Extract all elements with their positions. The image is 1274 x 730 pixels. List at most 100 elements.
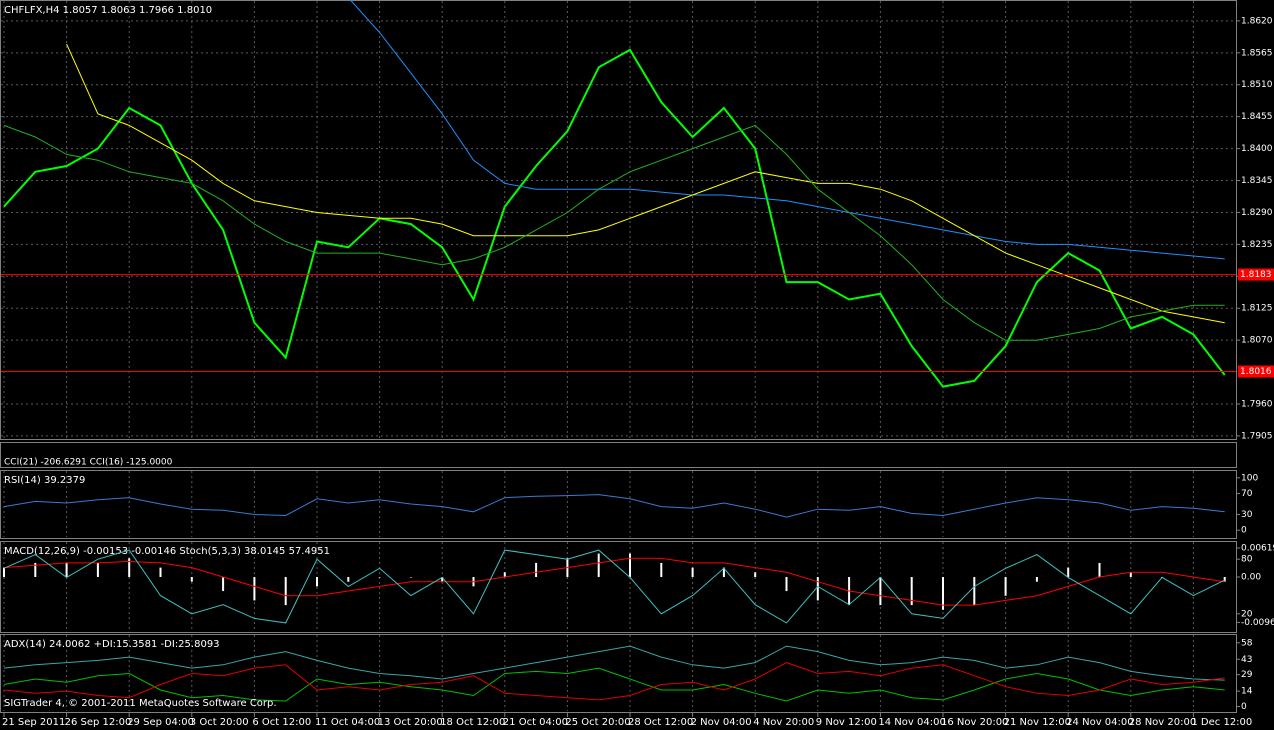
y-tick-label: 29 xyxy=(1241,670,1253,680)
histogram-bar xyxy=(879,576,882,606)
histogram-bar xyxy=(503,572,506,577)
y-tick-label: 1.8565 xyxy=(1241,48,1273,58)
main-frame xyxy=(0,0,1237,440)
histogram-bar xyxy=(284,576,287,606)
cci-title: CCI(21) -206.6291 CCI(16) -125.0000 xyxy=(4,458,173,468)
cci-frame xyxy=(0,442,1237,468)
y-tick-label: 1.7905 xyxy=(1241,431,1273,441)
y-tick-label: 1.8290 xyxy=(1241,208,1273,218)
histogram-bar xyxy=(1223,576,1226,582)
price-level-label: 1.8183 xyxy=(1240,270,1272,280)
histogram-bar xyxy=(441,576,444,582)
histogram-bar xyxy=(722,567,725,577)
y-tick-label: 100 xyxy=(1241,473,1258,483)
y-tick-label: 70 xyxy=(1241,489,1253,499)
panel-title: RSI(14) 39.2379 xyxy=(4,475,85,486)
series-line xyxy=(3,557,1225,606)
histogram-bar xyxy=(597,553,600,577)
histogram-bar xyxy=(942,576,944,610)
x-tick-label: 18 Oct 12:00 xyxy=(440,717,505,728)
series-line xyxy=(3,667,1225,702)
copyright: SIGTrader 4, © 2001-2011 MetaQuotes Soft… xyxy=(4,698,277,709)
histogram-bar xyxy=(973,576,976,606)
y-tick-label: 1.8455 xyxy=(1241,112,1273,122)
histogram-bar xyxy=(1067,567,1070,577)
price-level-label: 1.8016 xyxy=(1240,367,1272,377)
histogram-bar xyxy=(816,576,819,601)
panel-title: ADX(14) 24.0062 +DI:15.3581 -DI:25.8093 xyxy=(4,639,220,650)
histogram-bar xyxy=(409,576,412,578)
histogram-bar xyxy=(316,576,318,587)
x-tick-label: 25 Oct 20:00 xyxy=(565,717,630,728)
y-tick-label: 0.00619 xyxy=(1241,543,1274,553)
y-tick-label: 1.8620 xyxy=(1241,16,1273,26)
x-tick-label: 21 Nov 12:00 xyxy=(1004,717,1071,728)
histogram-bar xyxy=(1129,572,1132,577)
y2-tick-label: 20 xyxy=(1241,609,1253,619)
histogram-bar xyxy=(535,562,538,577)
histogram-bar xyxy=(910,576,913,606)
histogram-bar xyxy=(253,576,256,601)
series-line xyxy=(3,549,1225,624)
histogram-bar xyxy=(785,576,788,592)
y-tick-label: 1.8125 xyxy=(1241,304,1273,314)
histogram-bar xyxy=(1004,576,1007,596)
symbol-header: CHFLFX,H4 1.8057 1.8063 1.7966 1.8010 xyxy=(4,5,212,16)
series-line xyxy=(3,124,1225,341)
y-tick-label: 0 xyxy=(1241,526,1247,536)
x-tick-label: 9 Nov 12:00 xyxy=(816,717,877,728)
series-line xyxy=(66,43,1225,324)
x-tick-label: 29 Sep 04:00 xyxy=(127,717,194,728)
histogram-bar xyxy=(65,562,68,577)
y-tick-label: 0 xyxy=(1241,702,1247,712)
histogram-bar xyxy=(96,562,99,577)
x-tick-label: 21 Oct 04:00 xyxy=(503,717,568,728)
x-tick-label: 24 Nov 04:00 xyxy=(1066,717,1133,728)
y-tick-label: 1.8235 xyxy=(1241,240,1273,250)
histogram-bar xyxy=(1098,562,1101,577)
y-tick-label: 0.00 xyxy=(1241,572,1261,582)
x-tick-label: 21 Sep 2011 xyxy=(2,717,65,728)
x-tick-label: 3 Oct 20:00 xyxy=(190,717,249,728)
histogram-bar xyxy=(159,567,162,577)
y-tick-label: 30 xyxy=(1241,510,1253,520)
price-level-tag xyxy=(1238,268,1274,281)
histogram-bar xyxy=(222,576,225,592)
x-tick-label: 28 Oct 12:00 xyxy=(628,717,693,728)
histogram-bar xyxy=(347,576,350,582)
x-tick-label: 13 Oct 20:00 xyxy=(378,717,443,728)
y-tick-label: 43 xyxy=(1241,655,1252,665)
histogram-bar xyxy=(3,567,5,577)
x-tick-label: 14 Nov 04:00 xyxy=(878,717,945,728)
x-tick-label: 16 Nov 20:00 xyxy=(941,717,1008,728)
series-line xyxy=(3,48,1226,388)
adx-frame xyxy=(0,634,1237,713)
panel-title: MACD(12,26,9) -0.00153 -0.00146 Stoch(5,… xyxy=(4,546,330,557)
macd-frame xyxy=(0,541,1237,633)
histogram-bar xyxy=(190,576,193,582)
y-tick-label: 1.8070 xyxy=(1241,336,1273,346)
y-tick-label: 1.8345 xyxy=(1241,176,1273,186)
x-tick-label: 2 Nov 04:00 xyxy=(691,717,752,728)
y-tick-label: 14 xyxy=(1241,687,1253,697)
x-tick-label: 28 Nov 20:00 xyxy=(1129,717,1196,728)
y-tick-label: 1.8400 xyxy=(1241,144,1273,154)
x-tick-label: 11 Oct 04:00 xyxy=(315,717,380,728)
histogram-bar xyxy=(660,562,663,577)
x-tick-label: 26 Sep 12:00 xyxy=(65,717,132,728)
series-line xyxy=(349,0,1225,260)
histogram-bar xyxy=(754,572,757,577)
rsi-frame xyxy=(0,470,1237,539)
histogram-bar xyxy=(691,567,694,577)
y-tick-label: 58 xyxy=(1241,638,1253,648)
y-tick-label: 1.7960 xyxy=(1241,400,1273,410)
histogram-bar xyxy=(34,562,37,577)
y-tick-label: 1.8510 xyxy=(1241,80,1273,90)
series-line xyxy=(3,494,1225,518)
x-tick-label: 4 Nov 20:00 xyxy=(753,717,814,728)
histogram-bar xyxy=(1035,576,1038,582)
histogram-bar xyxy=(378,576,381,578)
